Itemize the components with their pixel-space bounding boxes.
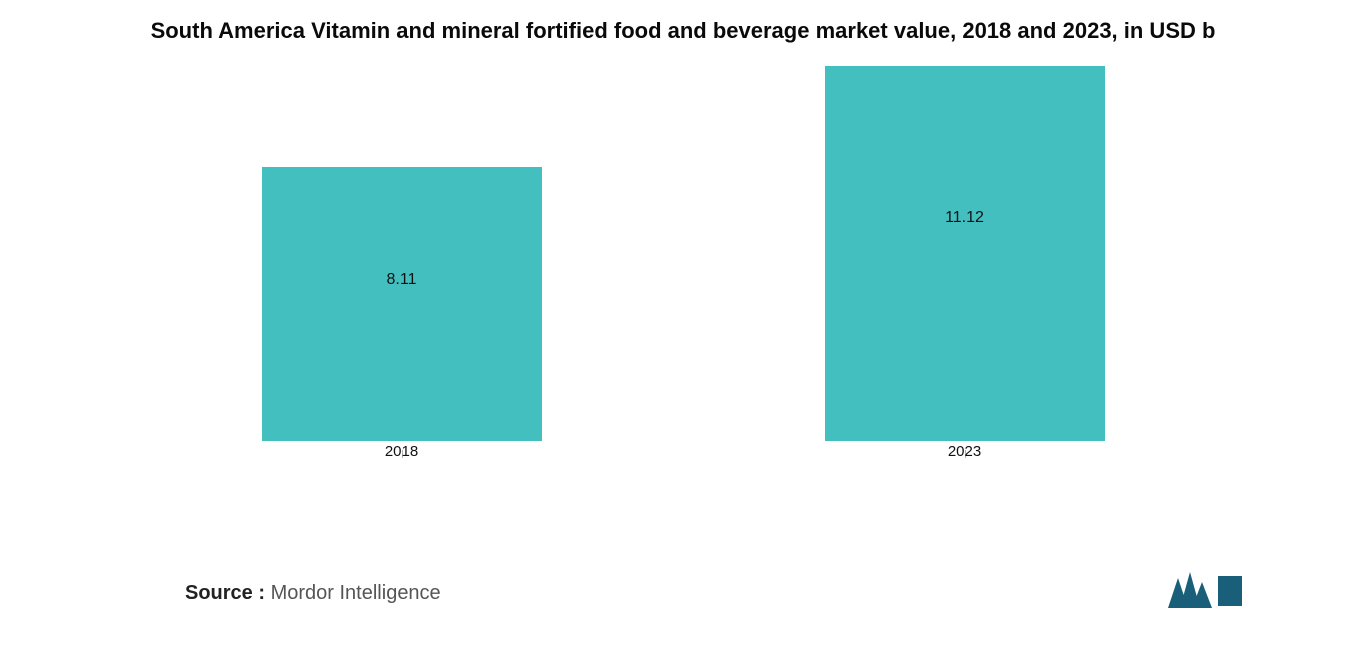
logo-rect-icon	[1218, 576, 1242, 606]
logo-bars-icon	[1168, 572, 1212, 608]
bar-slot-2023: 11.122023	[683, 60, 1246, 441]
bars-group: 8.11201811.122023	[120, 60, 1246, 441]
bar-value-label: 11.12	[825, 209, 1105, 227]
x-axis-label: 2023	[948, 443, 981, 460]
bar-slot-2018: 8.112018	[120, 60, 683, 441]
source-label: Source :	[185, 582, 265, 604]
bar-value-label: 8.11	[262, 271, 542, 289]
plot-area: 8.11201811.122023	[120, 60, 1246, 465]
source-value: Mordor Intelligence	[271, 582, 441, 604]
bar-2023: 11.12	[825, 66, 1105, 441]
source-line: Source : Mordor Intelligence	[185, 582, 441, 605]
chart-container: South America Vitamin and mineral fortif…	[0, 0, 1366, 655]
x-axis-label: 2018	[385, 443, 418, 460]
mordor-logo	[1166, 570, 1246, 615]
chart-title: South America Vitamin and mineral fortif…	[90, 16, 1276, 46]
bar-2018: 8.11	[262, 167, 542, 441]
